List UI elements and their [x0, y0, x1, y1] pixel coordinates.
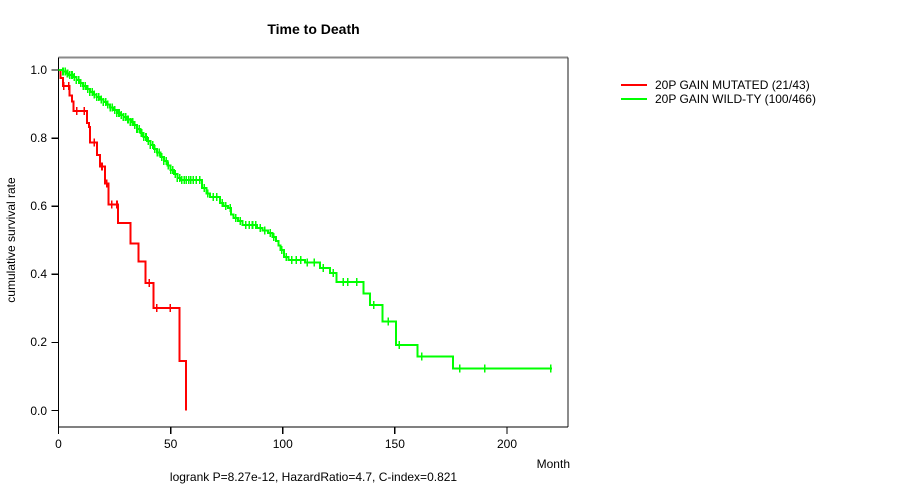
legend: 20P GAIN MUTATED (21/43) 20P GAIN WILD-T…	[621, 78, 816, 106]
y-tick-label: 0.6	[30, 199, 47, 214]
survival-curve-wildtype	[58, 69, 552, 370]
x-tick-label: 0	[55, 437, 62, 451]
survival-curve-mutated	[58, 69, 187, 411]
y-axis-label: cumulative survival rate	[4, 177, 18, 303]
x-tick-label: 200	[496, 437, 518, 451]
y-tick-label: 0.8	[30, 131, 47, 146]
legend-label-wildtype: 20P GAIN WILD-TY (100/466)	[655, 92, 816, 106]
x-tick-label: 100	[272, 437, 293, 451]
legend-line-mutated-icon	[621, 84, 647, 86]
legend-label-mutated: 20P GAIN MUTATED (21/43)	[655, 78, 810, 92]
y-tick-label: 1.0	[30, 63, 47, 77]
y-tick-label: 0.0	[30, 403, 47, 418]
chart-title: Time to Death	[267, 21, 360, 37]
y-tick-label: 0.2	[30, 335, 47, 350]
legend-line-wildtype-icon	[621, 98, 647, 100]
x-tick-label: 50	[163, 437, 178, 451]
legend-item-wildtype: 20P GAIN WILD-TY (100/466)	[621, 92, 816, 106]
x-axis-label: Month	[536, 457, 570, 471]
legend-item-mutated: 20P GAIN MUTATED (21/43)	[621, 78, 816, 92]
y-tick-label: 0.4	[30, 267, 47, 282]
stats-annotation: logrank P=8.27e-12, HazardRatio=4.7, C-i…	[169, 470, 458, 484]
x-tick-label: 150	[384, 437, 405, 451]
